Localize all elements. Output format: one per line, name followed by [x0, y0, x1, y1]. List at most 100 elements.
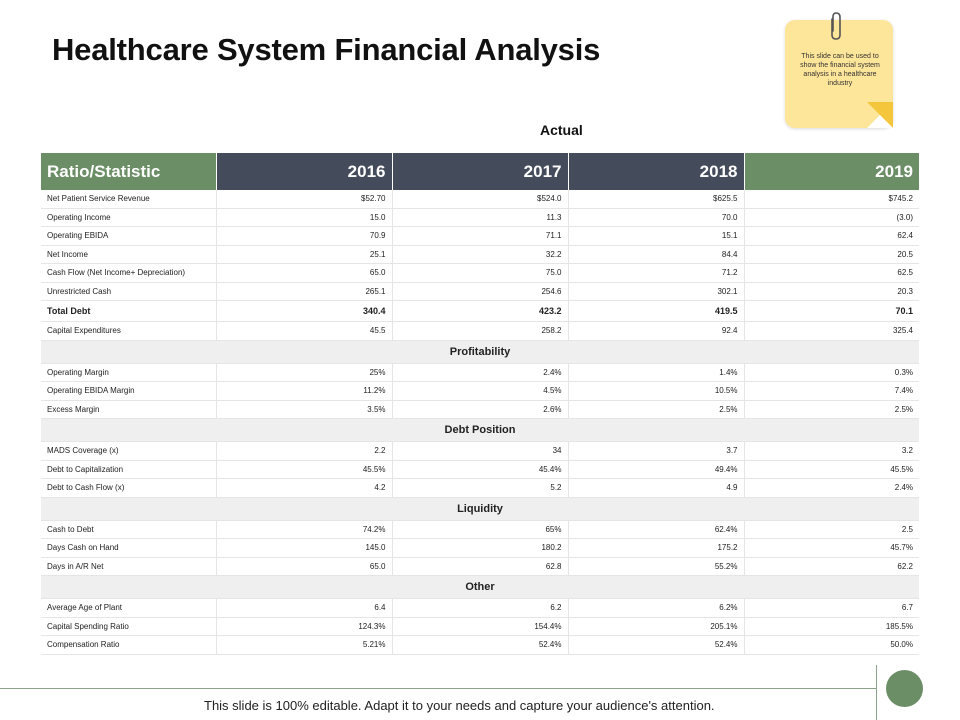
table-row: Average Age of Plant 6.4 6.2 6.2% 6.7: [41, 598, 919, 618]
row-value: 6.2%: [568, 598, 745, 618]
section-label: Other: [41, 575, 919, 599]
row-value: 20.3: [744, 282, 919, 301]
row-label: Cash Flow (Net Income+ Depreciation): [41, 263, 217, 283]
row-value: 1.4%: [568, 363, 745, 382]
row-value: 7.4%: [744, 381, 919, 401]
section-row: Liquidity: [41, 497, 919, 521]
table-row: Cash to Debt 74.2% 65% 62.4% 2.5: [41, 520, 919, 539]
row-value: 15.1: [568, 226, 745, 246]
row-value: 92.4: [568, 321, 745, 341]
row-value: 25.1: [216, 245, 393, 264]
row-value: 6.7: [744, 598, 919, 618]
row-label: Operating Income: [41, 208, 217, 227]
section-row: Debt Position: [41, 418, 919, 442]
table-row: Debt to Capitalization 45.5% 45.4% 49.4% 45.…: [41, 460, 919, 479]
table-row: Capital Expenditures 45.5 258.2 92.4 325.4: [41, 321, 919, 341]
row-value: 20.5: [744, 245, 919, 264]
row-value: 2.5%: [568, 400, 745, 419]
row-label: Net Income: [41, 245, 217, 264]
row-value: 2.5: [744, 520, 919, 539]
row-value: 340.4: [216, 300, 393, 322]
row-value: 11.3: [392, 208, 569, 227]
row-value: 325.4: [744, 321, 919, 341]
table-row: Unrestricted Cash 265.1 254.6 302.1 20.3: [41, 282, 919, 301]
row-value: 4.2: [216, 478, 393, 498]
row-value: 2.6%: [392, 400, 569, 419]
row-label: Compensation Ratio: [41, 635, 217, 655]
row-value: 4.5%: [392, 381, 569, 401]
row-value: 145.0: [216, 538, 393, 558]
table-body: Net Patient Service Revenue $52.70 $524.0 $…: [41, 190, 919, 655]
row-value: 75.0: [392, 263, 569, 283]
row-value: 84.4: [568, 245, 745, 264]
row-value: 71.2: [568, 263, 745, 283]
row-value: 62.5: [744, 263, 919, 283]
footer-vertical-divider: [876, 665, 877, 720]
row-value: 154.4%: [392, 617, 569, 636]
footer-text: This slide is 100% editable. Adapt it to…: [204, 698, 715, 713]
table-row: Days Cash on Hand 145.0 180.2 175.2 45.7%: [41, 538, 919, 558]
actual-label: Actual: [540, 122, 583, 138]
row-label: Net Patient Service Revenue: [41, 190, 217, 209]
row-value: 175.2: [568, 538, 745, 558]
row-label: Excess Margin: [41, 400, 217, 419]
row-label: MADS Coverage (x): [41, 441, 217, 461]
row-value: 34: [392, 441, 569, 461]
row-value: 11.2%: [216, 381, 393, 401]
header-year-2016: 2016: [216, 153, 393, 190]
row-value: 45.5%: [216, 460, 393, 479]
header-year-2019: 2019: [744, 153, 919, 190]
section-label: Liquidity: [41, 497, 919, 521]
row-label: Days Cash on Hand: [41, 538, 217, 558]
row-value: $625.5: [568, 190, 745, 209]
row-value: 265.1: [216, 282, 393, 301]
row-value: 62.2: [744, 557, 919, 576]
row-value: 65%: [392, 520, 569, 539]
section-row: Other: [41, 575, 919, 599]
table-row: Days in A/R Net 65.0 62.8 55.2% 62.2: [41, 557, 919, 576]
row-value: 3.2: [744, 441, 919, 461]
row-value: 3.7: [568, 441, 745, 461]
row-value: 419.5: [568, 300, 745, 322]
row-value: 185.5%: [744, 617, 919, 636]
row-value: 5.2: [392, 478, 569, 498]
row-value: 50.0%: [744, 635, 919, 655]
row-label: Operating Margin: [41, 363, 217, 382]
header-year-2018: 2018: [568, 153, 745, 190]
row-value: 52.4%: [392, 635, 569, 655]
header-year-2017: 2017: [392, 153, 569, 190]
table-row: Debt to Cash Flow (x) 4.2 5.2 4.9 2.4%: [41, 478, 919, 498]
row-value: 49.4%: [568, 460, 745, 479]
row-value: 5.21%: [216, 635, 393, 655]
row-label: Days in A/R Net: [41, 557, 217, 576]
slide-title: Healthcare System Financial Analysis: [52, 32, 601, 67]
row-value: 0.3%: [744, 363, 919, 382]
row-value: 2.5%: [744, 400, 919, 419]
row-value: 2.4%: [744, 478, 919, 498]
table-row: Capital Spending Ratio 124.3% 154.4% 205.1%…: [41, 617, 919, 636]
row-value: 55.2%: [568, 557, 745, 576]
row-value: 302.1: [568, 282, 745, 301]
row-value: 62.4%: [568, 520, 745, 539]
row-value: $745.2: [744, 190, 919, 209]
row-value: 180.2: [392, 538, 569, 558]
table-row: Operating Margin 25% 2.4% 1.4% 0.3%: [41, 363, 919, 382]
table-row: Total Debt 340.4 423.2 419.5 70.1: [41, 300, 919, 322]
row-value: 70.0: [568, 208, 745, 227]
table-row: MADS Coverage (x) 2.2 34 3.7 3.2: [41, 441, 919, 461]
section-label: Debt Position: [41, 418, 919, 442]
table-row: Compensation Ratio 5.21% 52.4% 52.4% 50.0%: [41, 635, 919, 655]
table-row: Operating Income 15.0 11.3 70.0 (3.0): [41, 208, 919, 227]
header-ratio-statistic: Ratio/Statistic: [41, 153, 217, 190]
table-row: Operating EBIDA 70.9 71.1 15.1 62.4: [41, 226, 919, 246]
row-label: Debt to Capitalization: [41, 460, 217, 479]
row-value: 124.3%: [216, 617, 393, 636]
row-value: 65.0: [216, 557, 393, 576]
section-label: Profitability: [41, 340, 919, 364]
footer-circle: [886, 670, 923, 707]
sticky-note-fold-shade: [867, 102, 893, 128]
row-value: 70.9: [216, 226, 393, 246]
row-value: 423.2: [392, 300, 569, 322]
row-value: 32.2: [392, 245, 569, 264]
row-value: 52.4%: [568, 635, 745, 655]
